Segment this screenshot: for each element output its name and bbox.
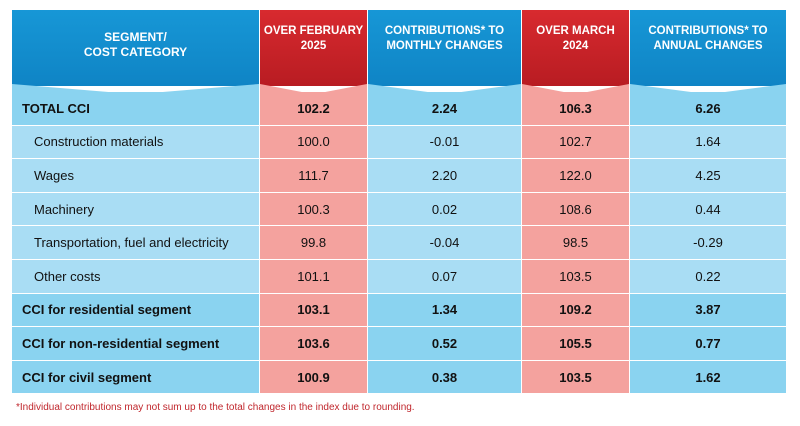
over-february-value: 111.7 [260,159,368,193]
monthly-contribution-value: 0.07 [368,259,522,294]
cci-table: SEGMENT/ COST CATEGORY OVER FEBRUARY 202… [12,10,787,395]
monthly-contribution-value: -0.01 [368,125,522,160]
monthly-contribution-value: -0.04 [368,226,522,260]
table-row: Other costs 101.1 0.07 103.5 0.22 [12,259,787,294]
over-february-value: 103.1 [260,293,368,328]
annual-contribution-value: 0.77 [630,327,787,361]
over-february-value: 100.3 [260,192,368,227]
header-segment: SEGMENT/ COST CATEGORY [12,10,260,96]
annual-contribution-value: 3.87 [630,293,787,328]
annual-contribution-value: 6.26 [630,92,787,126]
over-february-value: 102.2 [260,92,368,126]
over-february-value: 100.9 [260,360,368,395]
table-row: Wages 111.7 2.20 122.0 4.25 [12,159,787,193]
over-march-value: 102.7 [522,125,630,160]
row-label: CCI for civil segment [12,360,260,395]
table-row: Construction materials 100.0 -0.01 102.7 1.6… [12,125,787,160]
table-row: Machinery 100.3 0.02 108.6 0.44 [12,192,787,227]
monthly-contribution-value: 2.24 [368,92,522,126]
header-row: SEGMENT/ COST CATEGORY OVER FEBRUARY 202… [12,10,787,96]
footnote: *Individual contributions may not sum up… [16,402,415,413]
over-february-value: 103.6 [260,327,368,361]
row-label: Transportation, fuel and electricity [12,226,260,260]
over-march-value: 103.5 [522,360,630,395]
over-march-value: 109.2 [522,293,630,328]
over-march-value: 105.5 [522,327,630,361]
annual-contribution-value: 0.22 [630,259,787,294]
monthly-contribution-value: 0.52 [368,327,522,361]
header-contrib-monthly: CONTRIBUTIONS* TO MONTHLY CHANGES [368,10,522,96]
table-row: CCI for non-residential segment 103.6 0.52… [12,327,787,361]
row-label: CCI for non-residential segment [12,327,260,361]
header-contrib-annual: CONTRIBUTIONS* TO ANNUAL CHANGES [630,10,787,96]
over-february-value: 99.8 [260,226,368,260]
row-label: Other costs [12,259,260,294]
header-over-february: OVER FEBRUARY 2025 [260,10,368,96]
annual-contribution-value: -0.29 [630,226,787,260]
annual-contribution-value: 0.44 [630,192,787,227]
row-label: Wages [12,159,260,193]
table-row: CCI for civil segment 100.9 0.38 103.5 1.62 [12,360,787,395]
monthly-contribution-value: 2.20 [368,159,522,193]
annual-contribution-value: 1.62 [630,360,787,395]
over-march-value: 106.3 [522,92,630,126]
monthly-contribution-value: 1.34 [368,293,522,328]
over-march-value: 108.6 [522,192,630,227]
over-march-value: 122.0 [522,159,630,193]
over-march-value: 98.5 [522,226,630,260]
table-row: CCI for residential segment 103.1 1.34 109.… [12,293,787,328]
monthly-contribution-value: 0.02 [368,192,522,227]
over-february-value: 101.1 [260,259,368,294]
over-february-value: 100.0 [260,125,368,160]
table-row: TOTAL CCI 102.2 2.24 106.3 6.26 [12,92,787,126]
header-over-march: OVER MARCH 2024 [522,10,630,96]
annual-contribution-value: 4.25 [630,159,787,193]
annual-contribution-value: 1.64 [630,125,787,160]
table-row: Transportation, fuel and electricity 99.8… [12,226,787,260]
monthly-contribution-value: 0.38 [368,360,522,395]
row-label: Machinery [12,192,260,227]
over-march-value: 103.5 [522,259,630,294]
row-label: TOTAL CCI [12,92,260,126]
row-label: Construction materials [12,125,260,160]
row-label: CCI for residential segment [12,293,260,328]
